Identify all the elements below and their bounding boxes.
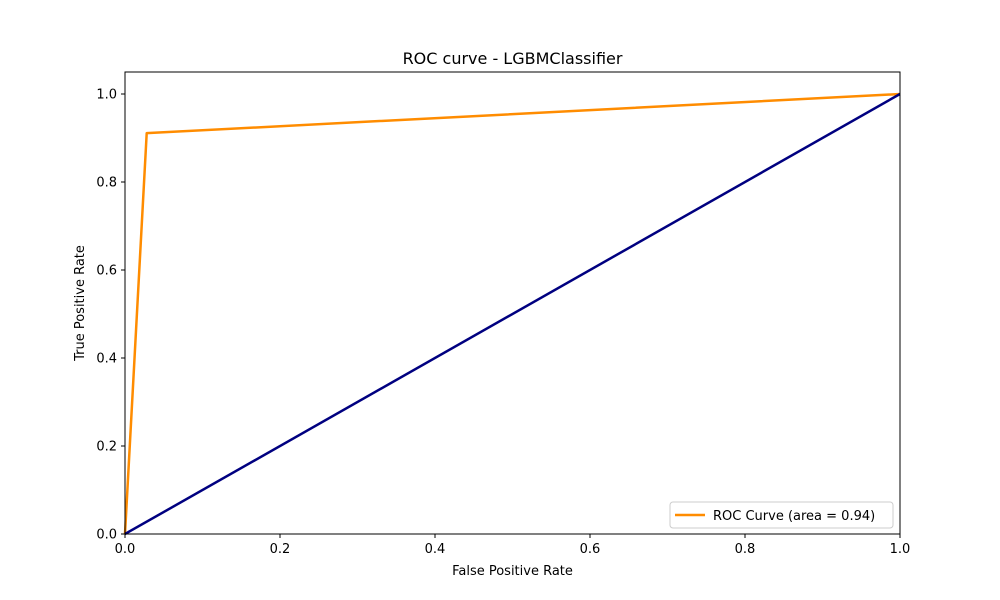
- y-axis: 0.0 0.2 0.4 0.6 0.8 1.0: [96, 88, 125, 543]
- x-tick-label: 0.6: [580, 542, 601, 557]
- y-tick-label: 0.6: [96, 264, 117, 279]
- legend: ROC Curve (area = 0.94): [669, 501, 894, 529]
- x-tick-label: 0.2: [270, 542, 291, 557]
- x-tick-label: 0.8: [735, 542, 756, 557]
- y-tick-label: 0.0: [96, 528, 117, 543]
- x-axis-label: False Positive Rate: [452, 564, 573, 579]
- legend-box: [669, 501, 894, 529]
- x-tick-label: 1.0: [890, 542, 911, 557]
- x-axis: 0.0 0.2 0.4 0.6 0.8 1.0: [115, 534, 911, 557]
- y-axis-label: True Positive Rate: [73, 245, 88, 362]
- x-tick-label: 0.4: [425, 542, 446, 557]
- chance-diagonal-line: [124, 92, 901, 536]
- x-tick-label: 0.0: [115, 542, 136, 557]
- plot-frame: [124, 71, 901, 535]
- y-tick-label: 0.8: [96, 176, 117, 191]
- chart-title: ROC curve - LGBMClassifier: [403, 49, 623, 68]
- series-layer: [123, 92, 901, 536]
- legend-label: ROC Curve (area = 0.94): [713, 509, 875, 524]
- y-tick-label: 1.0: [96, 88, 117, 103]
- roc-curve-line: [123, 92, 901, 535]
- y-tick-label: 0.4: [96, 352, 117, 367]
- y-tick-label: 0.2: [96, 440, 117, 455]
